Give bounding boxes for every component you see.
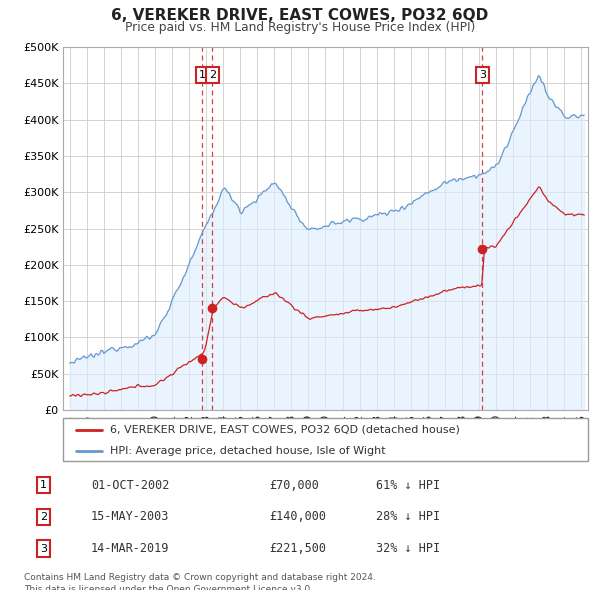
Text: £70,000: £70,000 [269,478,319,491]
Text: 01-OCT-2002: 01-OCT-2002 [91,478,169,491]
Text: HPI: Average price, detached house, Isle of Wight: HPI: Average price, detached house, Isle… [110,445,386,455]
Text: 1: 1 [40,480,47,490]
Text: Price paid vs. HM Land Registry's House Price Index (HPI): Price paid vs. HM Land Registry's House … [125,21,475,34]
Text: 3: 3 [40,543,47,553]
Text: 28% ↓ HPI: 28% ↓ HPI [376,510,440,523]
Text: 2: 2 [40,512,47,522]
Text: Contains HM Land Registry data © Crown copyright and database right 2024.
This d: Contains HM Land Registry data © Crown c… [24,573,376,590]
FancyBboxPatch shape [63,418,588,461]
Text: 3: 3 [479,70,486,80]
Text: 61% ↓ HPI: 61% ↓ HPI [376,478,440,491]
Text: 1: 1 [199,70,205,80]
Text: 6, VEREKER DRIVE, EAST COWES, PO32 6QD: 6, VEREKER DRIVE, EAST COWES, PO32 6QD [112,8,488,23]
Text: 14-MAR-2019: 14-MAR-2019 [91,542,169,555]
Text: 15-MAY-2003: 15-MAY-2003 [91,510,169,523]
Text: £221,500: £221,500 [269,542,326,555]
Text: £140,000: £140,000 [269,510,326,523]
Text: 32% ↓ HPI: 32% ↓ HPI [376,542,440,555]
Text: 2: 2 [209,70,216,80]
Text: 6, VEREKER DRIVE, EAST COWES, PO32 6QD (detached house): 6, VEREKER DRIVE, EAST COWES, PO32 6QD (… [110,425,460,435]
